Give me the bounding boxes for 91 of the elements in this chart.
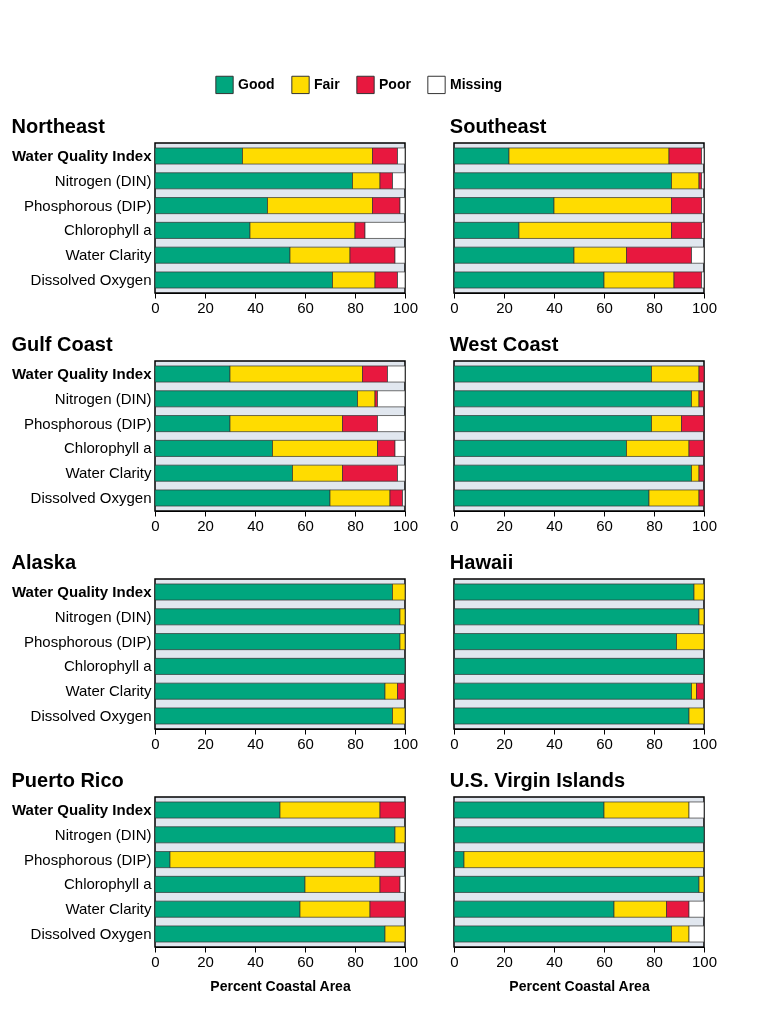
y-tick-label: Chlorophyll a (63, 657, 153, 675)
bar (377, 390, 406, 408)
x-axis-title: Percent Coastal Area (509, 977, 650, 994)
y-tick-label: Dissolved Oxygen (30, 488, 152, 506)
x-tick-label: 100 (392, 516, 419, 534)
y-tick-label: Water Quality Index (12, 801, 153, 819)
chart-title: Hawaii (449, 551, 514, 573)
x-tick-label: 40 (546, 734, 563, 752)
x-tick-label: 20 (197, 734, 214, 752)
x-tick-label: 0 (151, 516, 160, 534)
y-tick-label: Nitrogen (DIN) (54, 171, 152, 189)
y-tick-label: Nitrogen (DIN) (54, 389, 152, 407)
x-tick-label: 100 (691, 952, 718, 970)
y-tick-label: Water Clarity (65, 464, 152, 482)
y-tick-label: Nitrogen (DIN) (54, 607, 152, 625)
x-tick-label: 20 (197, 516, 214, 534)
y-tick-label: Water Quality Index (12, 583, 153, 601)
x-tick-label: 20 (197, 298, 214, 316)
y-tick-label: Water Quality Index (12, 365, 153, 383)
y-tick-label: Chlorophyll a (63, 439, 153, 457)
x-tick-label: 0 (450, 952, 459, 970)
y-tick-label: Chlorophyll a (63, 875, 153, 893)
chart-title: U.S. Virgin Islands (449, 769, 626, 791)
x-tick-label: 40 (546, 952, 563, 970)
x-tick-label: 100 (691, 516, 718, 534)
x-tick-label: 80 (347, 952, 364, 970)
y-tick-label: Phosphorous (DIP) (23, 414, 152, 432)
x-tick-label: 60 (596, 952, 613, 970)
x-tick-label: 40 (546, 298, 563, 316)
x-tick-label: 80 (347, 734, 364, 752)
legend-label: Fair (314, 75, 341, 92)
x-tick-label: 0 (151, 952, 160, 970)
x-tick-label: 40 (247, 734, 264, 752)
bar (154, 657, 406, 675)
bar (453, 657, 705, 675)
x-tick-label: 80 (646, 516, 663, 534)
y-tick-label: Dissolved Oxygen (30, 270, 152, 288)
x-tick-label: 20 (496, 516, 513, 534)
x-tick-label: 60 (596, 734, 613, 752)
x-tick-label: 80 (347, 516, 364, 534)
x-tick-label: 0 (450, 734, 459, 752)
chart-title: Gulf Coast (11, 333, 113, 355)
y-tick-label: Phosphorous (DIP) (23, 632, 152, 650)
legend-label: Poor (379, 75, 412, 92)
x-tick-label: 60 (297, 516, 314, 534)
chart-title: Southeast (449, 115, 547, 137)
y-tick-label: Water Clarity (65, 246, 152, 264)
x-tick-label: 80 (646, 298, 663, 316)
x-tick-label: 100 (392, 952, 419, 970)
y-tick-label: Dissolved Oxygen (30, 924, 152, 942)
chart-title: Northeast (11, 115, 106, 137)
x-tick-label: 20 (197, 952, 214, 970)
x-tick-label: 0 (450, 298, 459, 316)
y-tick-label: Water Clarity (65, 900, 152, 918)
x-tick-label: 80 (646, 734, 663, 752)
bar (453, 682, 692, 700)
legend-label: Good (238, 75, 275, 92)
y-tick-label: Phosphorous (DIP) (23, 850, 152, 868)
y-tick-label: Water Clarity (65, 682, 152, 700)
x-tick-label: 80 (347, 298, 364, 316)
x-tick-label: 20 (496, 952, 513, 970)
x-tick-label: 40 (247, 298, 264, 316)
x-tick-label: 60 (297, 298, 314, 316)
x-tick-label: 20 (496, 298, 513, 316)
x-tick-label: 60 (596, 298, 613, 316)
x-axis-title: Percent Coastal Area (210, 977, 351, 994)
x-tick-label: 100 (691, 298, 718, 316)
x-tick-label: 20 (496, 734, 513, 752)
y-tick-label: Water Quality Index (12, 147, 153, 165)
x-tick-label: 60 (297, 952, 314, 970)
y-tick-label: Chlorophyll a (63, 221, 153, 239)
chart-title: Alaska (11, 551, 77, 573)
x-tick-label: 0 (450, 516, 459, 534)
y-tick-label: Nitrogen (DIN) (54, 825, 152, 843)
x-tick-label: 40 (546, 516, 563, 534)
y-tick-label: Dissolved Oxygen (30, 706, 152, 724)
x-tick-label: 0 (151, 734, 160, 752)
x-tick-label: 40 (247, 952, 264, 970)
chart-title: West Coast (449, 333, 559, 355)
x-tick-label: 0 (151, 298, 160, 316)
x-tick-label: 80 (646, 952, 663, 970)
bar (453, 826, 705, 844)
x-tick-label: 40 (247, 516, 264, 534)
x-tick-label: 60 (297, 734, 314, 752)
x-tick-label: 60 (596, 516, 613, 534)
y-tick-label: Phosphorous (DIP) (23, 196, 152, 214)
legend-label: Missing (450, 75, 503, 92)
x-tick-label: 100 (392, 298, 419, 316)
chart-title: Puerto Rico (11, 769, 124, 791)
x-tick-label: 100 (691, 734, 718, 752)
x-tick-label: 100 (392, 734, 419, 752)
